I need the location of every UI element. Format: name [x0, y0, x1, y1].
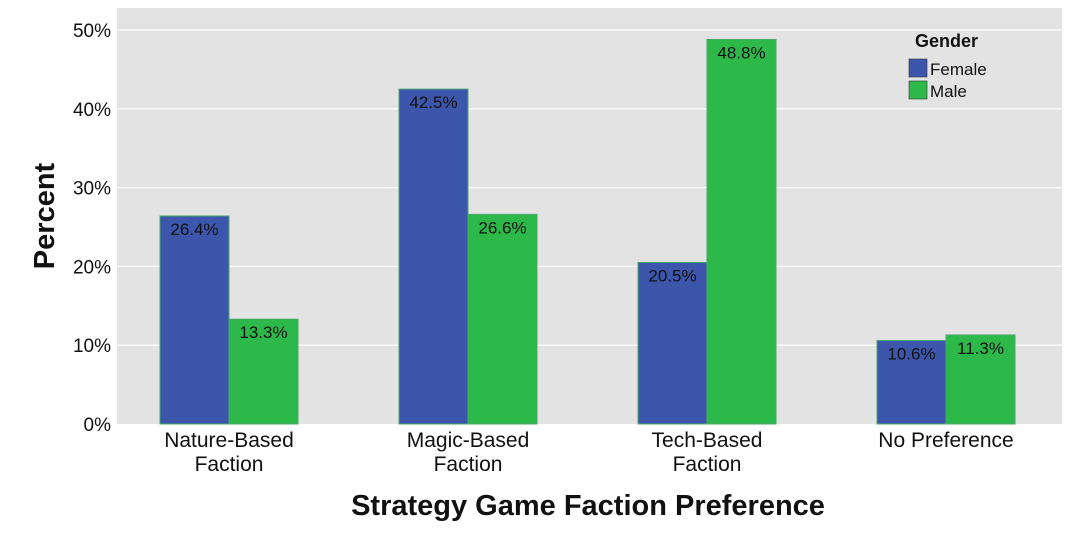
- bars: 26.4% 42.5% 20.5% 10.6% 13.3% 26.6% 48.8% 11.3%: [159, 38, 1016, 425]
- x-category-label: Faction: [673, 453, 742, 476]
- legend: Gender Female Male: [908, 31, 987, 101]
- bar-male: [706, 38, 777, 425]
- bar-male: [228, 318, 299, 425]
- bar-female: [159, 215, 230, 425]
- x-category-label: Faction: [434, 453, 503, 476]
- x-category-label: Faction: [195, 453, 264, 476]
- data-label: 13.3%: [239, 323, 287, 342]
- y-axis-ticks: 0% 10% 20% 30% 40% 50%: [73, 21, 111, 436]
- y-tick-label: 30%: [73, 179, 111, 200]
- data-label: 48.8%: [717, 43, 765, 62]
- y-tick-label: 40%: [73, 100, 111, 121]
- bar-female: [637, 261, 708, 425]
- legend-label: Female: [930, 60, 987, 79]
- legend-swatch-male: [908, 80, 928, 100]
- bar-male: [467, 213, 538, 425]
- y-tick-label: 0%: [84, 415, 112, 436]
- data-label: 26.4%: [170, 220, 218, 239]
- legend-label: Male: [930, 82, 967, 101]
- data-label: 20.5%: [648, 266, 696, 285]
- x-category-label: Tech-Based: [652, 429, 763, 452]
- x-axis-categories: Nature-BasedFactionMagic-BasedFactionTec…: [164, 429, 1013, 476]
- data-label: 26.6%: [478, 218, 526, 237]
- y-tick-label: 50%: [73, 21, 111, 42]
- data-label: 10.6%: [887, 344, 935, 363]
- bar-female: [876, 339, 947, 425]
- legend-title: Gender: [915, 31, 978, 51]
- y-tick-label: 20%: [73, 257, 111, 278]
- x-axis-title: Strategy Game Faction Preference: [351, 490, 825, 522]
- bar-male: [945, 334, 1016, 425]
- y-axis-title: Percent: [29, 162, 61, 269]
- data-label: 11.3%: [957, 339, 1004, 358]
- data-label: 42.5%: [409, 93, 457, 112]
- x-category-label: Nature-Based: [164, 429, 294, 452]
- x-category-label: No Preference: [878, 429, 1013, 452]
- bar-female: [398, 88, 469, 425]
- y-tick-label: 10%: [73, 336, 111, 357]
- x-category-label: Magic-Based: [407, 429, 530, 452]
- legend-swatch-female: [908, 58, 928, 78]
